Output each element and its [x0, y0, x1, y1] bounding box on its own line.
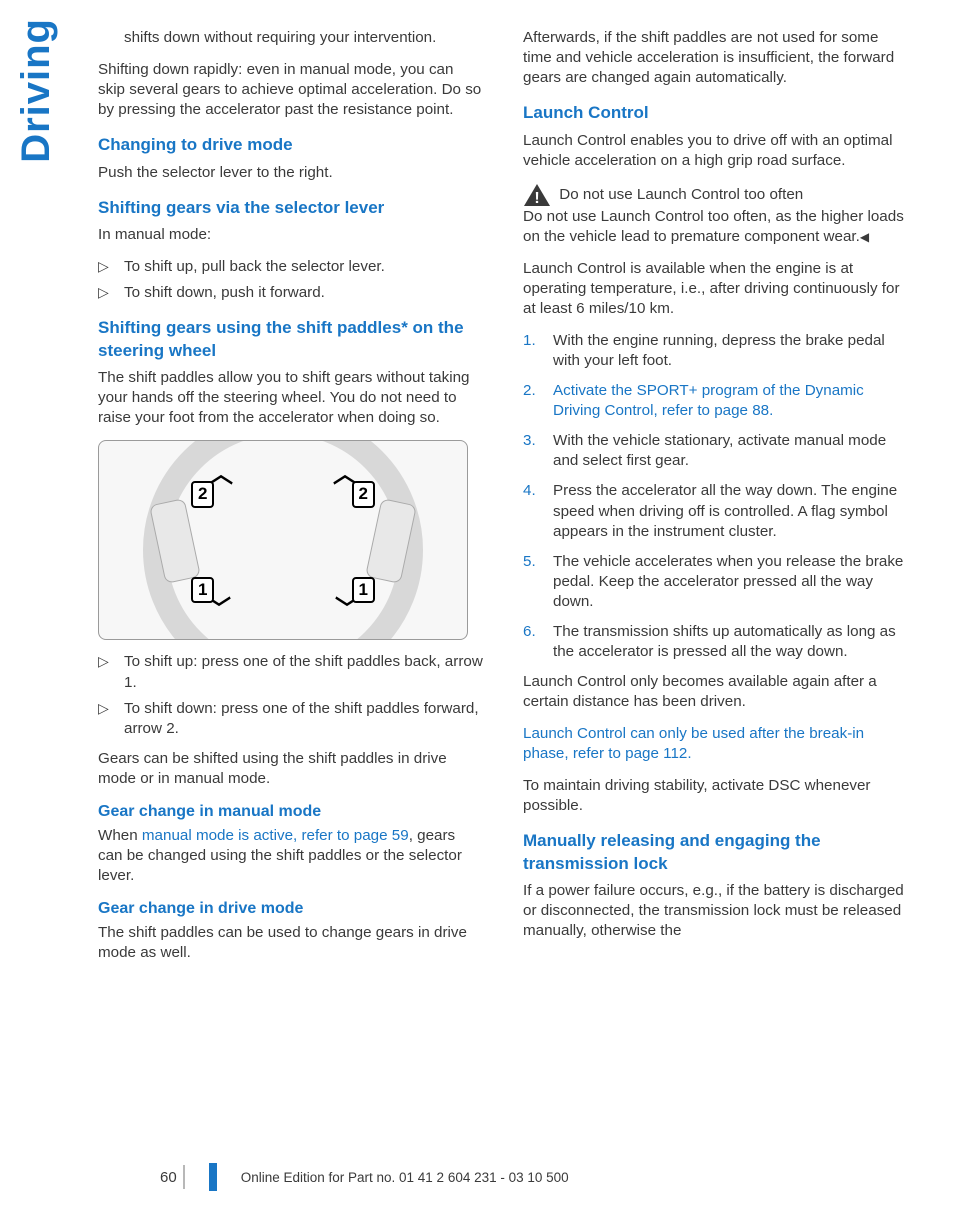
body-text: To maintain driving stability, activate … — [523, 776, 908, 816]
bullet-list: To shift up, pull back the selector leve… — [98, 257, 483, 303]
footer-edition-text: Online Edition for Part no. 01 41 2 604 … — [241, 1170, 569, 1185]
diagram-label-2: 2 — [191, 481, 214, 507]
warning-title: Do not use Launch Control too often — [559, 186, 803, 203]
heading-drive-mode: Gear change in drive mode — [98, 898, 483, 919]
right-column: Afterwards, if the shift paddles are not… — [523, 28, 908, 975]
list-item: To shift down, push it forward. — [98, 283, 483, 303]
steering-wheel-diagram: ︿︿ ﹀﹀ 2 2 1 1 — [98, 440, 468, 640]
footer-accent-bar — [209, 1163, 217, 1191]
diagram-label-1: 1 — [352, 577, 375, 603]
left-column: shifts down without requiring your inter… — [98, 28, 483, 975]
numbered-list: With the engine running, depress the bra… — [523, 331, 908, 662]
warning-body: Do not use Launch Control too often, as … — [523, 208, 904, 245]
body-text: Gears can be shifted using the shift pad… — [98, 749, 483, 789]
body-text: Launch Control enables you to drive off … — [523, 131, 908, 171]
list-item: The transmission shifts up automatically… — [523, 622, 908, 662]
body-text: Shifting down rapidly: even in manual mo… — [98, 60, 483, 120]
heading-launch-control: Launch Control — [523, 102, 908, 124]
list-item: To shift up: press one of the shift padd… — [98, 652, 483, 692]
heading-shift-paddles: Shifting gears using the shift paddles* … — [98, 317, 483, 362]
page-number: 60 — [160, 1169, 177, 1186]
diagram-label-2: 2 — [352, 481, 375, 507]
body-text: If a power failure occurs, e.g., if the … — [523, 881, 908, 941]
list-item: With the vehicle stationary, activate ma… — [523, 431, 908, 471]
heading-shift-selector-lever: Shifting gears via the selector lever — [98, 197, 483, 219]
list-item: The vehicle accelerates when you release… — [523, 552, 908, 612]
list-item: With the engine running, depress the bra… — [523, 331, 908, 371]
svg-text:!: ! — [534, 190, 539, 207]
list-item: Press the accelerator all the way down. … — [523, 481, 908, 541]
body-text: Afterwards, if the shift paddles are not… — [523, 28, 908, 88]
heading-changing-drive-mode: Changing to drive mode — [98, 134, 483, 156]
warning-triangle-icon: ! — [523, 183, 551, 207]
heading-transmission-lock: Manually releasing and engaging the tran… — [523, 830, 908, 875]
page-link-88[interactable]: Activate the SPORT+ program of the Dynam… — [553, 382, 864, 419]
body-text: Launch Control only becomes available ag… — [523, 672, 908, 712]
side-tab-driving: Driving — [14, 18, 59, 163]
bullet-list: To shift up: press one of the shift padd… — [98, 652, 483, 738]
list-item: To shift up, pull back the selector leve… — [98, 257, 483, 277]
body-text: When manual mode is active, refer to pag… — [98, 826, 483, 886]
page-footer: 60 Online Edition for Part no. 01 41 2 6… — [160, 1163, 569, 1191]
body-text: Launch Control is available when the eng… — [523, 259, 908, 319]
page-columns: shifts down without requiring your inter… — [98, 28, 908, 975]
body-text: The shift paddles allow you to shift gea… — [98, 368, 483, 428]
diagram-label-1: 1 — [191, 577, 214, 603]
list-item: To shift down: press one of the shift pa… — [98, 699, 483, 739]
page-link-59[interactable]: manual mode is active, refer to page 59 — [142, 827, 409, 844]
body-text: Push the selector lever to the right. — [98, 163, 483, 183]
page-link-112[interactable]: Launch Control can only be used after th… — [523, 724, 908, 764]
body-text: In manual mode: — [98, 225, 483, 245]
list-item: Activate the SPORT+ program of the Dynam… — [523, 381, 908, 421]
warning-block: ! Do not use Launch Control too often Do… — [523, 183, 908, 247]
body-text: The shift paddles can be used to change … — [98, 923, 483, 963]
body-text: shifts down without requiring your inter… — [98, 28, 483, 48]
heading-manual-mode: Gear change in manual mode — [98, 801, 483, 822]
